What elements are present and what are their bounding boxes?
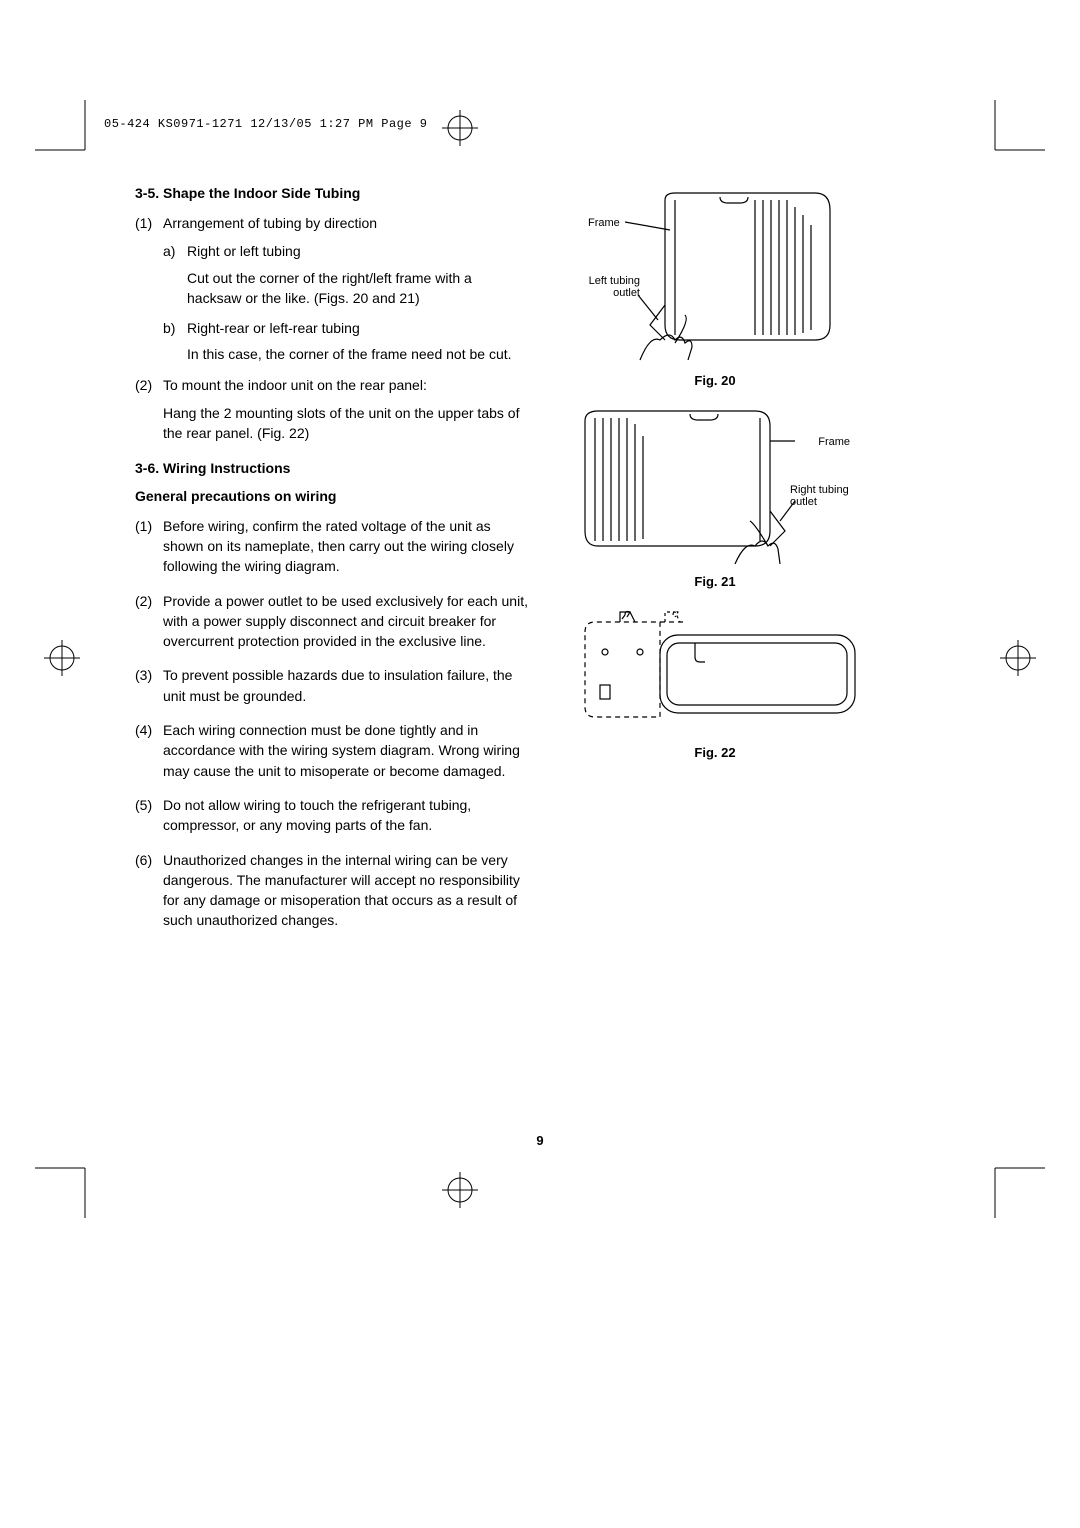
section-3-5-heading: 3-5. Shape the Indoor Side Tubing xyxy=(135,185,530,201)
list-item: (2) Provide a power outlet to be used ex… xyxy=(135,591,530,652)
sub-text: Right or left tubing xyxy=(187,241,530,261)
sub-item: b) Right-rear or left-rear tubing xyxy=(163,318,530,338)
sub-text: Right-rear or left-rear tubing xyxy=(187,318,530,338)
page-content: 3-5. Shape the Indoor Side Tubing (1) Ar… xyxy=(135,185,875,939)
paragraph: Cut out the corner of the right/left fra… xyxy=(187,268,530,309)
figure-21: Frame Right tubing outlet xyxy=(570,406,860,566)
paragraph: Hang the 2 mounting slots of the unit on… xyxy=(163,403,530,444)
sub-item: a) Right or left tubing xyxy=(163,241,530,261)
fig20-outlet-label: Left tubing outlet xyxy=(580,275,640,299)
figure-20: Frame Left tubing outlet xyxy=(580,185,850,365)
sub-label: b) xyxy=(163,318,187,338)
figure-22 xyxy=(565,607,865,737)
fig21-caption: Fig. 21 xyxy=(694,574,735,589)
item-number: (5) xyxy=(135,795,163,836)
list-item: (5) Do not allow wiring to touch the ref… xyxy=(135,795,530,836)
fig21-frame-label: Frame xyxy=(818,436,850,448)
list-item: (1) Before wiring, confirm the rated vol… xyxy=(135,516,530,577)
print-header: 05-424 KS0971-1271 12/13/05 1:27 PM Page… xyxy=(104,117,427,131)
figure-column: Frame Left tubing outlet xyxy=(560,185,870,939)
item-number: (1) xyxy=(135,213,163,233)
item-number: (3) xyxy=(135,665,163,706)
item-text: Each wiring connection must be done tigh… xyxy=(163,720,530,781)
item-text: Arrangement of tubing by direction xyxy=(163,213,530,233)
item-text: Before wiring, confirm the rated voltage… xyxy=(163,516,530,577)
item-number: (1) xyxy=(135,516,163,577)
section-3-6-subheading: General precautions on wiring xyxy=(135,488,530,504)
fig22-svg xyxy=(565,607,865,737)
text-column: 3-5. Shape the Indoor Side Tubing (1) Ar… xyxy=(135,185,530,939)
list-item: (1) Arrangement of tubing by direction xyxy=(135,213,530,233)
item-number: (6) xyxy=(135,850,163,931)
paragraph: In this case, the corner of the frame ne… xyxy=(187,344,530,364)
list-item: (4) Each wiring connection must be done … xyxy=(135,720,530,781)
item-number: (2) xyxy=(135,591,163,652)
sub-label: a) xyxy=(163,241,187,261)
list-item: (3) To prevent possible hazards due to i… xyxy=(135,665,530,706)
fig22-caption: Fig. 22 xyxy=(694,745,735,760)
item-number: (4) xyxy=(135,720,163,781)
item-text: To prevent possible hazards due to insul… xyxy=(163,665,530,706)
item-number: (2) xyxy=(135,375,163,395)
fig21-outlet-label: Right tubing outlet xyxy=(790,484,860,508)
list-item: (6) Unauthorized changes in the internal… xyxy=(135,850,530,931)
fig20-caption: Fig. 20 xyxy=(694,373,735,388)
item-text: Unauthorized changes in the internal wir… xyxy=(163,850,530,931)
list-item: (2) To mount the indoor unit on the rear… xyxy=(135,375,530,395)
page-number: 9 xyxy=(536,1133,543,1148)
item-text: Do not allow wiring to touch the refrige… xyxy=(163,795,530,836)
fig20-frame-label: Frame xyxy=(588,217,620,229)
section-3-6-heading: 3-6. Wiring Instructions xyxy=(135,460,530,476)
item-text: To mount the indoor unit on the rear pan… xyxy=(163,375,530,395)
item-text: Provide a power outlet to be used exclus… xyxy=(163,591,530,652)
